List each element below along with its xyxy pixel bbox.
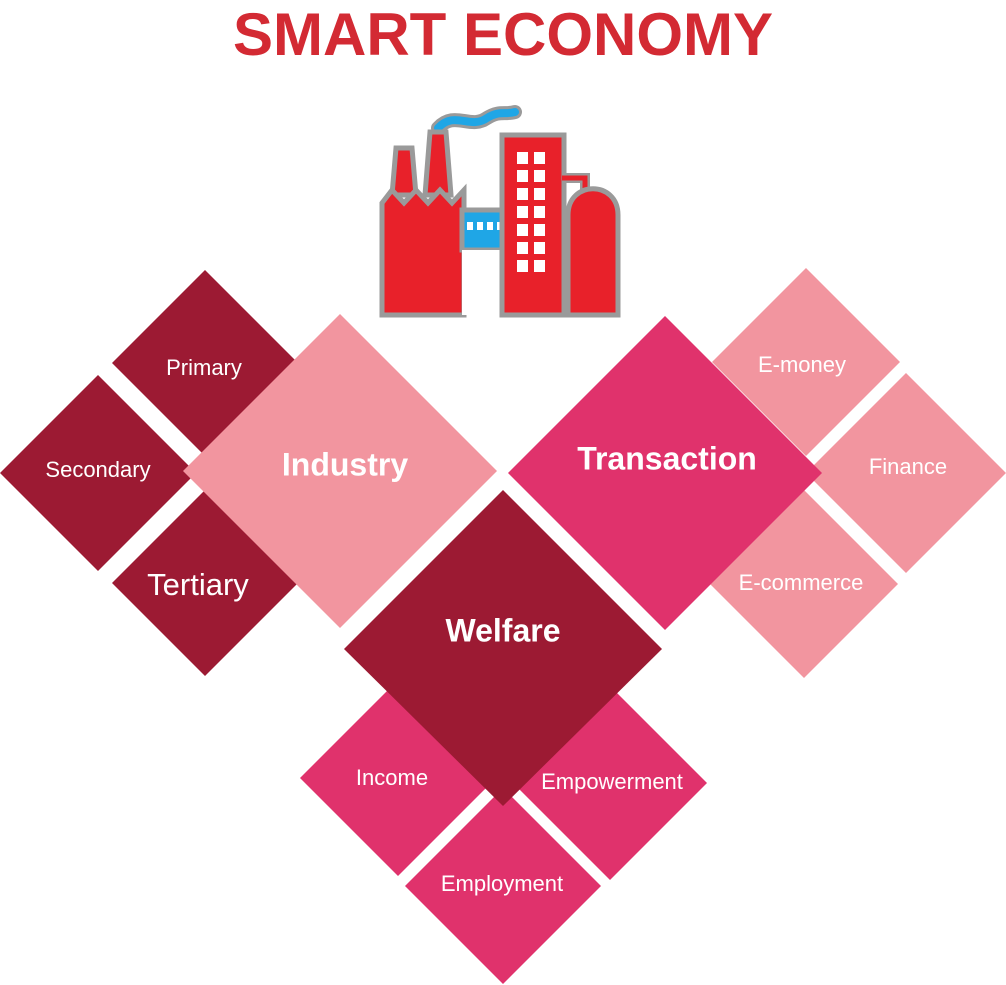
- finance-diamond: [806, 373, 1006, 573]
- welfare-diamond: [344, 490, 662, 806]
- secondary-label: Secondary: [45, 457, 150, 482]
- finance-label: Finance: [869, 454, 947, 479]
- industry-diamond: [183, 314, 497, 628]
- income-label: Income: [356, 765, 428, 790]
- secondary-diamond: [0, 375, 196, 571]
- transaction-label: Transaction: [577, 440, 757, 476]
- welfare-label: Welfare: [445, 612, 560, 648]
- employment-label: Employment: [441, 871, 563, 896]
- primary-label: Primary: [166, 355, 242, 380]
- e-money-label: E-money: [758, 352, 846, 377]
- employment-diamond: [405, 788, 601, 984]
- tertiary-label: Tertiary: [147, 567, 249, 602]
- industry-label: Industry: [282, 446, 408, 482]
- empowerment-label: Empowerment: [541, 769, 683, 794]
- transaction-diamond: [508, 316, 822, 630]
- e-commerce-label: E-commerce: [739, 570, 864, 595]
- factory-icon: [379, 105, 621, 318]
- page-title: SMART ECONOMY: [233, 1, 773, 68]
- e-money-diamond: [712, 268, 900, 456]
